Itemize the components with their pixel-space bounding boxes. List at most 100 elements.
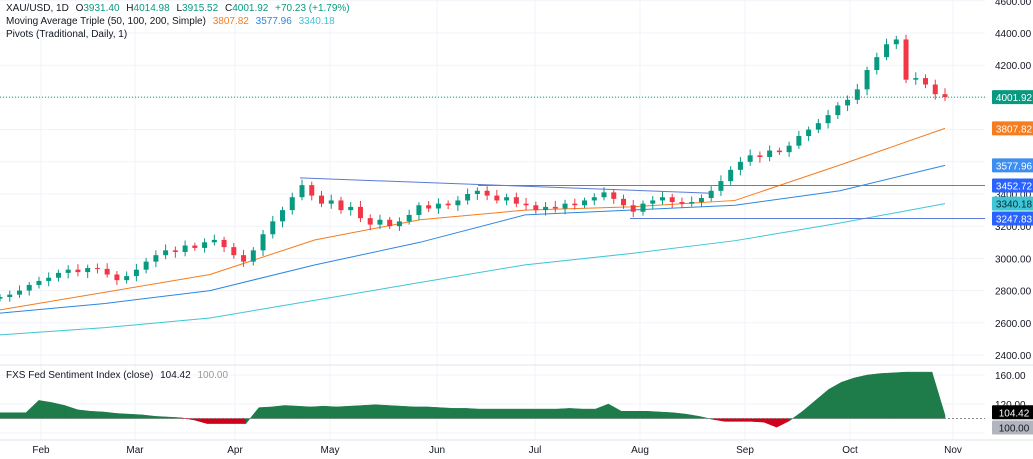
sentiment-area-segment: [193, 418, 208, 424]
time-tick-label: Apr: [227, 445, 243, 456]
low-label: L: [176, 3, 183, 14]
candle-body: [309, 185, 315, 196]
candle-body: [484, 190, 490, 196]
candle-body: [776, 150, 782, 153]
sentiment-area-segment: [608, 403, 622, 419]
candle-body: [835, 105, 841, 116]
sentiment-area-segment: [12, 412, 27, 419]
sentiment-area-segment: [569, 408, 583, 419]
candle-body: [114, 274, 120, 281]
sentiment-area-segment: [815, 388, 829, 419]
candle-body: [825, 115, 831, 124]
pivots-title: Pivots (Traditional, Daily, 1): [6, 29, 128, 40]
candle-body: [884, 44, 890, 58]
ma200-tag-bg: [992, 196, 1033, 211]
sentiment-area-segment: [828, 381, 842, 419]
candle-body: [679, 202, 685, 204]
sentiment-area-segment: [647, 410, 661, 419]
sentiment-area-segment: [556, 408, 570, 419]
candle-body: [747, 155, 753, 162]
sentiment-area-segment: [763, 418, 777, 428]
candle-body: [367, 218, 373, 225]
ma-200-line: [0, 203, 946, 336]
candle-body: [416, 205, 422, 215]
candle-body: [669, 197, 675, 203]
time-tick-label: Aug: [631, 445, 649, 456]
candle-body: [221, 239, 227, 248]
time-tick-label: Sep: [736, 445, 754, 456]
ma200-tag: 3340.18: [996, 200, 1033, 211]
sentiment-area-segment: [892, 371, 907, 419]
ma50-tag: 3807.82: [996, 124, 1033, 135]
candle-body: [104, 268, 110, 275]
sentiment-area-segment: [38, 400, 53, 419]
sentiment-area-segment: [854, 374, 868, 419]
candle-body: [923, 78, 929, 85]
candle-body: [318, 195, 324, 204]
candle-body: [806, 129, 812, 137]
candle-body: [611, 192, 617, 199]
sentiment-area-segment: [880, 372, 894, 419]
candle-body: [552, 206, 558, 209]
high-label: H: [126, 3, 134, 14]
candle-body: [474, 190, 480, 194]
ma-legend: Moving Average Triple (50, 100, 200, Sim…: [6, 16, 339, 27]
candle-body: [523, 203, 529, 206]
sentiment-area-segment: [504, 408, 519, 419]
sentiment-area-segment: [103, 411, 117, 419]
price-tick-label: 2600.00: [995, 319, 1032, 330]
ma200-value: 3340.18: [298, 16, 335, 27]
candle-body: [942, 94, 948, 98]
candle-body: [728, 169, 734, 182]
sentiment-area-segment: [465, 408, 480, 419]
candle-body: [903, 39, 909, 80]
sentiment-area-segment: [517, 408, 532, 419]
candle-body: [299, 185, 305, 198]
candle-body: [708, 190, 714, 199]
sentiment-area-segment: [530, 408, 544, 419]
pivot-p-tag-bg: [992, 211, 1033, 226]
trendline: [299, 177, 713, 194]
price-tick-label: 3200.00: [995, 222, 1032, 233]
ma-title: Moving Average Triple (50, 100, 200, Sim…: [6, 16, 206, 27]
candle-body: [562, 203, 568, 209]
sentiment-area-segment: [621, 411, 635, 419]
sentiment-area-segment: [802, 399, 816, 419]
candle-body: [582, 200, 588, 206]
sentiment-area-segment: [310, 405, 324, 419]
sentiment-area-segment: [491, 408, 506, 419]
candle-body: [0, 297, 3, 299]
sentiment-area-segment: [206, 418, 221, 424]
sentiment-area-segment: [375, 404, 389, 419]
sentiment-area-segment: [905, 371, 920, 419]
candle-body: [250, 250, 256, 262]
candle-body: [621, 198, 627, 206]
time-tick-label: Feb: [32, 445, 50, 456]
candle-body: [913, 78, 919, 80]
pivot-r1-tag: 3452.72: [996, 182, 1033, 193]
sentiment-area-segment: [439, 407, 454, 419]
time-tick-label: Jul: [529, 445, 542, 456]
candle-body: [406, 214, 412, 222]
sentiment-area-segment: [258, 406, 273, 419]
candle-body: [640, 203, 646, 212]
candle-body: [572, 203, 578, 206]
candle-body: [36, 280, 42, 285]
candle-body: [16, 290, 22, 295]
close-value: 4001.92: [232, 3, 269, 14]
sentiment-area-segment: [77, 409, 91, 419]
candle-body: [387, 219, 393, 227]
candle-body: [426, 205, 432, 209]
candle-body: [757, 155, 763, 157]
sentiment-area-segment: [245, 406, 260, 425]
sentiment-area-segment: [634, 411, 648, 419]
sentiment-area-segment: [543, 408, 557, 419]
candle-body: [65, 269, 71, 273]
sentiment-area-segment: [918, 371, 933, 419]
close-label: C: [224, 3, 233, 14]
ma50-tag-bg: [992, 121, 1033, 136]
sentiment-area-segment: [426, 406, 441, 419]
candle-body: [767, 150, 773, 157]
sentiment-area-segment: [168, 416, 182, 419]
